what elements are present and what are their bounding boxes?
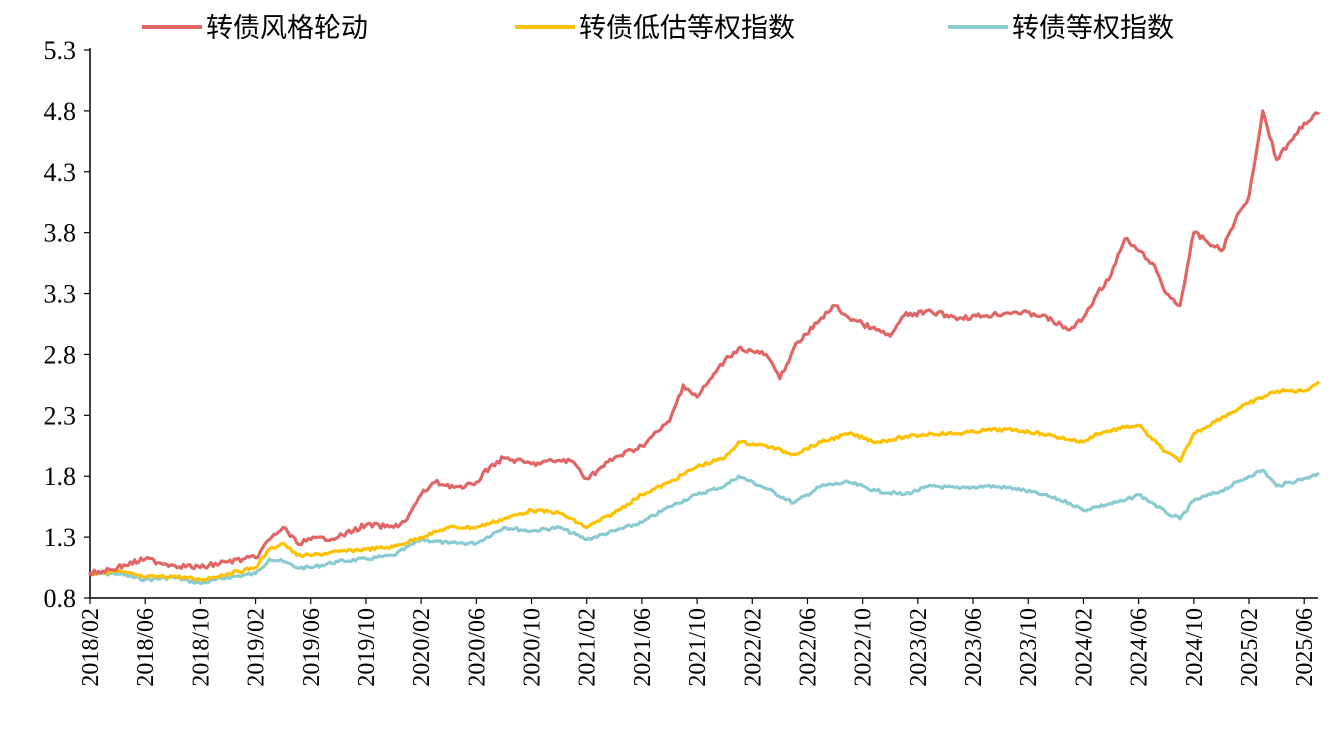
y-tick-label: 4.3 xyxy=(44,158,77,187)
x-tick-label: 2022/06 xyxy=(795,608,821,687)
x-tick-label: 2019/10 xyxy=(354,608,380,687)
x-tick-label: 2020/02 xyxy=(409,608,435,687)
legend-label-2: 转债等权指数 xyxy=(1012,13,1174,44)
y-tick-label: 1.8 xyxy=(44,462,77,491)
x-tick-label: 2020/10 xyxy=(520,608,546,687)
legend: 转债风格轮动 转债低估等权指数 转债等权指数 xyxy=(142,13,1174,44)
y-tick-label: 3.8 xyxy=(44,219,77,248)
series-line-0 xyxy=(88,109,1320,577)
x-tick-label: 2023/10 xyxy=(1016,608,1042,687)
series-line-2 xyxy=(88,468,1320,585)
x-tick-label: 2023/02 xyxy=(906,608,932,687)
y-tick-label: 3.3 xyxy=(44,280,77,309)
x-tick-label: 2018/10 xyxy=(188,608,214,687)
x-tick-label: 2025/02 xyxy=(1237,608,1263,687)
x-tick-label: 2022/02 xyxy=(740,608,766,687)
legend-label-0: 转债风格轮动 xyxy=(206,13,368,44)
x-tick-label: 2020/06 xyxy=(464,608,490,687)
y-tick-label: 2.3 xyxy=(44,401,77,430)
x-tick-label: 2022/10 xyxy=(851,608,877,687)
x-tick-label: 2021/10 xyxy=(685,608,711,687)
y-axis: 0.8 1.3 1.8 2.3 2.8 3.3 3.8 4.3 4.8 5.3 xyxy=(44,36,91,613)
y-tick-label: 0.8 xyxy=(44,584,77,613)
x-tick-label: 2018/06 xyxy=(133,608,159,687)
x-tick-label: 2019/06 xyxy=(299,608,325,687)
legend-label-1: 转债低估等权指数 xyxy=(579,13,795,44)
plot-area xyxy=(88,109,1320,585)
x-tick-label: 2024/02 xyxy=(1071,608,1097,687)
x-tick-label: 2024/06 xyxy=(1127,608,1153,687)
y-tick-label: 1.3 xyxy=(44,523,77,552)
x-tick-label: 2024/10 xyxy=(1182,608,1208,687)
x-tick-label: 2025/06 xyxy=(1292,608,1318,687)
x-tick-label: 2023/06 xyxy=(961,608,987,687)
x-axis: 2018/02 2018/06 2018/10 2019/02 2019/06 2019/… xyxy=(78,597,1318,687)
y-tick-label: 2.8 xyxy=(44,340,77,369)
y-tick-label: 5.3 xyxy=(44,36,77,65)
x-tick-label: 2019/02 xyxy=(244,608,270,687)
series-line-1 xyxy=(88,380,1320,582)
y-tick-label: 4.8 xyxy=(44,97,77,126)
x-tick-label: 2021/06 xyxy=(630,608,656,687)
x-tick-label: 2018/02 xyxy=(78,608,104,687)
x-tick-label: 2021/02 xyxy=(575,608,601,687)
